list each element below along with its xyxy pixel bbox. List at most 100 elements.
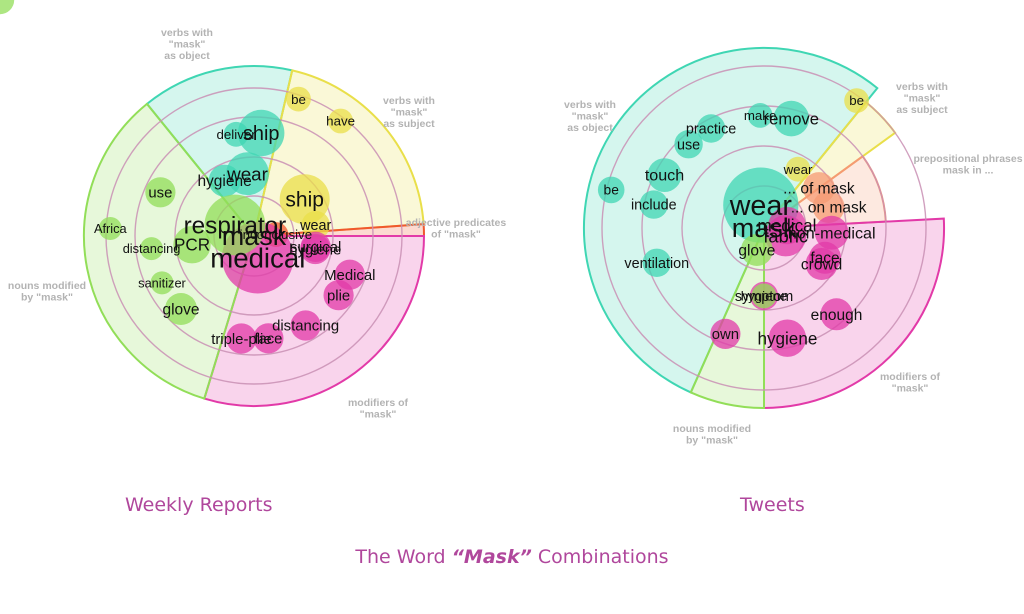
word-label: glove [738,242,775,259]
word-label: make [744,108,777,123]
sector-label-line: by "mask" [21,292,73,304]
sector-label-line: as object [567,122,613,134]
word-label: wear [729,190,793,222]
sector-label-line: modifiers of [880,371,941,383]
word-bubble [173,226,211,264]
sector-label-line: "mask" [391,107,428,119]
word-label: Medical [324,268,375,284]
word-bubble [740,234,773,266]
word-label: use [677,137,700,153]
sector-verb-object [145,65,294,239]
sector-label-verb-subject: verbs with "mask" as subject [896,81,948,116]
word-bubble [814,215,849,250]
word-label: ... of mask [783,181,855,198]
sector-label-line: adjective predicates [406,217,507,229]
word-bubble [785,156,811,182]
word-label: ... on mask [791,199,867,216]
sector-noun-modified [689,227,765,410]
word-label: surgical [290,240,341,256]
word-label: Africa [94,221,128,236]
word-bubble [696,114,726,143]
main-title: The Word “Mask” Combinations [0,546,1024,568]
sector-label-line: "mask" [169,39,206,51]
word-label: be [291,92,306,107]
word-label: respirator [184,213,287,240]
word-label: wear [299,218,331,234]
word-bubble [286,86,311,112]
sector-label-adjective-predicate: adjective predicates of "mask" [406,217,507,241]
sector-label-line: modifiers of [348,397,409,409]
word-label: remove [764,109,819,128]
word-bubble [642,248,671,277]
word-label: touch [645,167,684,185]
main-title-prefix: The Word [355,546,452,568]
word-label: glove [162,302,199,319]
sector-label-verb-subject: verbs with "mask" as subject [383,95,435,130]
word-label: PCR [174,236,210,255]
word-label: own [712,327,739,343]
word-label: ship [243,123,280,145]
word-label: be [604,183,620,198]
word-label: distancing [272,319,339,335]
word-label: triple-plie [211,332,271,348]
word-label: inconclusive [240,227,312,242]
word-bubble [647,158,682,193]
sector-label-modifier: modifiers of "mask" [348,397,409,421]
sector-label-noun-modified: nouns modified by "mask" [673,423,751,447]
word-bubble [768,319,807,357]
sector-label-noun-modified: nouns modified by "mask" [8,280,86,304]
sector-label-line: verbs with [161,27,213,39]
concentric-ring [601,65,927,391]
word-bubble [710,318,741,349]
word-label: sanitizer [138,275,186,290]
word-bubble [674,130,703,159]
sector-label-line: of "mask" [431,229,481,241]
sector-label-line: verbs with [564,99,616,111]
sector-label-line: "mask" [892,383,929,395]
word-label: enough [811,307,863,324]
word-bubble [820,298,853,331]
word-label: use [148,186,172,202]
word-label: symptom [735,289,793,305]
word-bubble [145,177,176,208]
center-word: mask [222,221,287,251]
word-bubble [150,271,174,295]
main-title-suffix: Combinations [531,546,669,568]
sector-label-line: as subject [383,118,435,130]
word-label: ship [285,189,324,212]
word-label: face [254,332,282,348]
word-bubble [204,194,266,256]
word-label: face [810,250,839,267]
word-bubble [290,310,321,341]
sector-label-verb-object: verbs with "mask" as object [564,99,616,134]
word-bubble [208,164,241,197]
word-label: be [849,93,864,108]
word-label: medical [210,242,305,273]
word-bubble [809,241,841,274]
word-label: crowd [801,256,842,273]
sector-noun-modified [82,102,256,400]
word-bubble [301,210,330,240]
sector-label-modifier: modifiers of "mask" [880,371,941,395]
sector-label-line: verbs with [383,95,435,107]
word-label: deliver [217,127,257,142]
word-label: ventilation [624,256,689,272]
word-bubble [812,191,845,223]
word-label: wear [226,163,268,184]
main-title-emphasis: “Mask” [451,546,532,568]
sector-label-line: as object [164,50,210,62]
sector-label-line: "mask" [360,409,397,421]
word-label: hygiene [197,173,251,190]
word-label: practice [686,122,736,138]
sector-label-verb-object: verbs with "mask" as object [161,27,213,62]
word-label: use [0,0,12,4]
word-bubble [300,231,331,262]
word-bubble [238,109,285,157]
sector-label-line: as subject [896,104,948,116]
word-label: hygiene [289,242,341,258]
tweets-caption: Tweets [740,494,805,516]
word-bubble [0,0,15,15]
